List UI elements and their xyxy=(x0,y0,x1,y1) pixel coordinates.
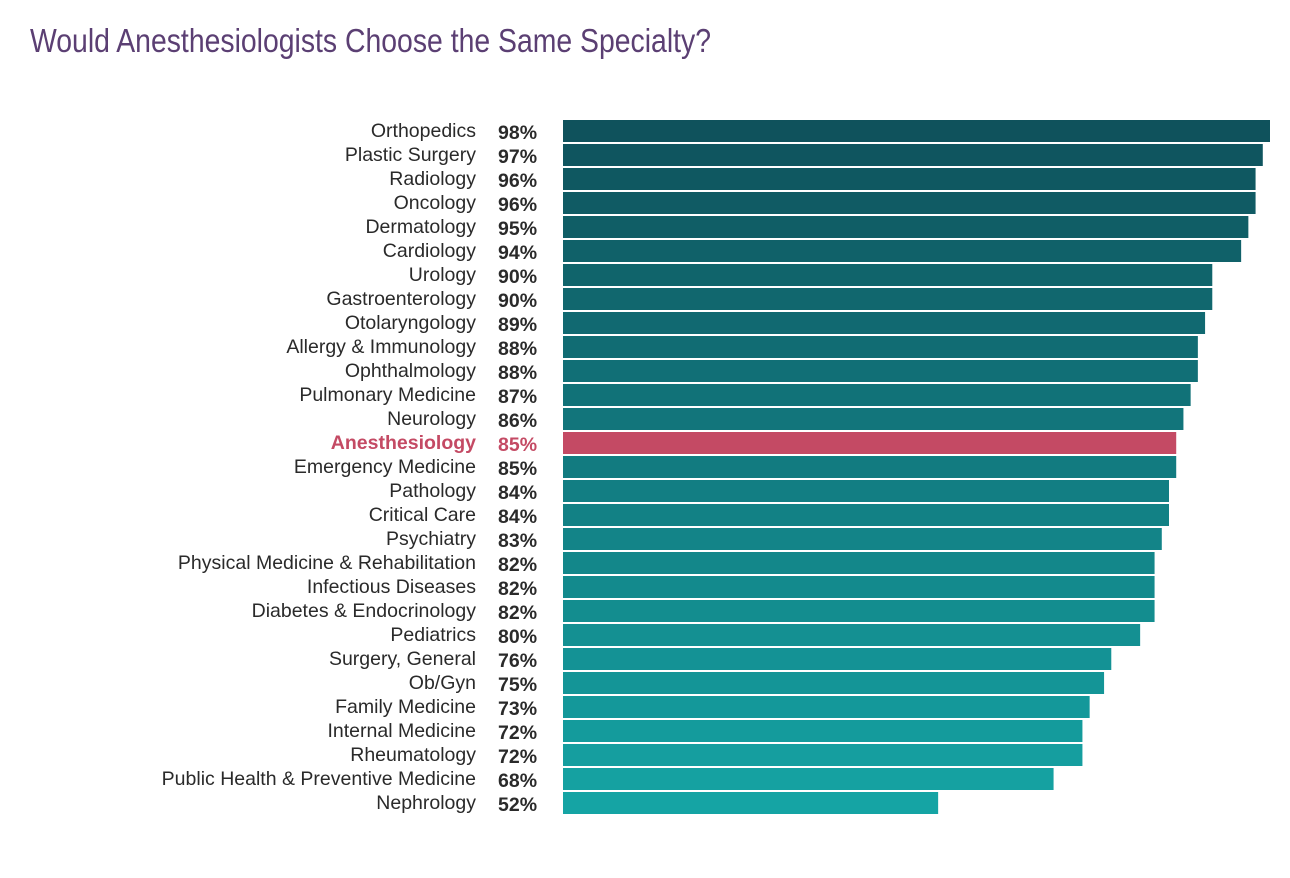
bar-rheumatology xyxy=(563,744,1083,766)
bar-physical-medicine-rehabilitation xyxy=(563,552,1155,574)
value-label: 82% xyxy=(498,578,537,600)
category-label: Cardiology xyxy=(383,240,476,262)
category-label: Radiology xyxy=(389,168,476,190)
category-label: Nephrology xyxy=(376,792,476,814)
bar-ophthalmology xyxy=(563,360,1198,382)
value-label: 73% xyxy=(498,698,537,720)
value-label: 84% xyxy=(498,482,537,504)
bar-urology xyxy=(563,264,1213,286)
bar-radiology xyxy=(563,168,1256,190)
bar-diabetes-endocrinology xyxy=(563,600,1155,622)
bar-surgery-general xyxy=(563,648,1112,670)
category-label: Psychiatry xyxy=(386,528,476,550)
bar-infectious-diseases xyxy=(563,576,1155,598)
value-label: 85% xyxy=(498,434,537,456)
category-label: Gastroenterology xyxy=(326,288,476,310)
category-label: Public Health & Preventive Medicine xyxy=(162,768,476,790)
category-label: Ophthalmology xyxy=(345,360,476,382)
bar-family-medicine xyxy=(563,696,1090,718)
category-label: Surgery, General xyxy=(329,648,476,670)
value-label: 80% xyxy=(498,626,537,648)
bar-gastroenterology xyxy=(563,288,1213,310)
value-label: 75% xyxy=(498,674,537,696)
value-label: 97% xyxy=(498,146,537,168)
value-label: 94% xyxy=(498,242,537,264)
category-label: Dermatology xyxy=(365,216,476,238)
category-label: Emergency Medicine xyxy=(294,456,476,478)
value-label: 95% xyxy=(498,218,537,240)
value-label: 76% xyxy=(498,650,537,672)
category-label: Otolaryngology xyxy=(345,312,476,334)
value-label: 68% xyxy=(498,770,537,792)
value-label: 96% xyxy=(498,170,537,192)
value-label: 98% xyxy=(498,122,537,144)
category-label: Pediatrics xyxy=(390,624,476,646)
category-label: Critical Care xyxy=(369,504,476,526)
bar-plastic-surgery xyxy=(563,144,1263,166)
category-label: Ob/Gyn xyxy=(409,672,476,694)
value-label: 87% xyxy=(498,386,537,408)
category-label: Urology xyxy=(409,264,476,286)
bar-psychiatry xyxy=(563,528,1162,550)
value-label: 84% xyxy=(498,506,537,528)
bar-internal-medicine xyxy=(563,720,1083,742)
bar-ob-gyn xyxy=(563,672,1105,694)
bar-neurology xyxy=(563,408,1184,430)
bar-emergency-medicine xyxy=(563,456,1177,478)
category-label: Anesthesiology xyxy=(331,432,476,454)
chart-title: Would Anesthesiologists Choose the Same … xyxy=(30,22,711,59)
category-label: Physical Medicine & Rehabilitation xyxy=(178,552,476,574)
category-label: Rheumatology xyxy=(350,744,476,766)
bar-pathology xyxy=(563,480,1169,502)
bar-oncology xyxy=(563,192,1256,214)
value-label: 83% xyxy=(498,530,537,552)
value-label: 82% xyxy=(498,602,537,624)
category-label: Pathology xyxy=(389,480,476,502)
bar-pulmonary-medicine xyxy=(563,384,1191,406)
value-label: 86% xyxy=(498,410,537,432)
bar-cardiology xyxy=(563,240,1242,262)
value-label: 82% xyxy=(498,554,537,576)
bar-dermatology xyxy=(563,216,1249,238)
category-label: Plastic Surgery xyxy=(345,144,476,166)
value-label: 88% xyxy=(498,362,537,384)
value-label: 96% xyxy=(498,194,537,216)
value-label: 72% xyxy=(498,722,537,744)
category-label: Oncology xyxy=(394,192,477,214)
bar-critical-care xyxy=(563,504,1169,526)
bar-nephrology xyxy=(563,792,939,814)
value-label: 72% xyxy=(498,746,537,768)
value-label: 89% xyxy=(498,314,537,336)
bar-orthopedics xyxy=(563,120,1270,142)
bar-anesthesiology xyxy=(563,432,1177,454)
bar-otolaryngology xyxy=(563,312,1206,334)
value-label: 52% xyxy=(498,794,537,816)
category-label: Family Medicine xyxy=(335,696,476,718)
category-label: Allergy & Immunology xyxy=(286,336,476,358)
value-label: 88% xyxy=(498,338,537,360)
value-label: 90% xyxy=(498,290,537,312)
category-label: Neurology xyxy=(387,408,476,430)
value-label: 90% xyxy=(498,266,537,288)
value-label: 85% xyxy=(498,458,537,480)
bar-allergy-immunology xyxy=(563,336,1198,358)
bar-public-health-preventive-medicine xyxy=(563,768,1054,790)
category-label: Orthopedics xyxy=(371,120,476,142)
category-label: Diabetes & Endocrinology xyxy=(252,600,477,622)
category-label: Infectious Diseases xyxy=(307,576,476,598)
category-label: Internal Medicine xyxy=(328,720,477,742)
category-label: Pulmonary Medicine xyxy=(299,384,476,406)
bar-pediatrics xyxy=(563,624,1141,646)
